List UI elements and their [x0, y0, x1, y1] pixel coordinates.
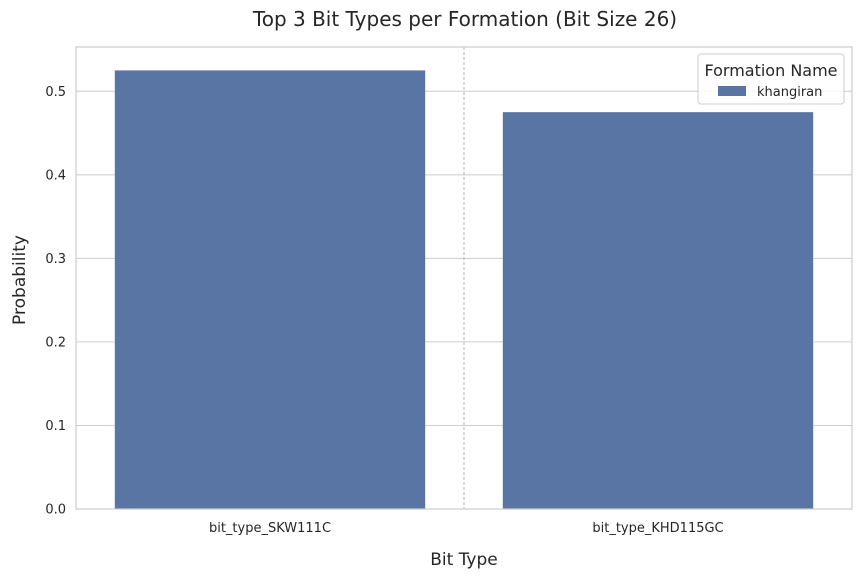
y-tick-label: 0.2	[45, 335, 66, 350]
y-tick-label: 0.5	[45, 85, 66, 100]
bars	[114, 70, 814, 510]
y-axis-label: Probability	[10, 235, 30, 325]
x-axis-label: Bit Type	[430, 550, 498, 570]
legend-item-label: khangiran	[757, 85, 822, 100]
legend: Formation Name khangiran	[697, 53, 845, 105]
legend-title: Formation Name	[704, 61, 837, 80]
bar	[114, 70, 426, 510]
plot-frame	[75, 46, 853, 510]
y-tick-label: 0.4	[45, 168, 66, 183]
y-tick-label: 0.0	[45, 503, 66, 518]
bar	[502, 112, 814, 510]
y-tick-label: 0.1	[45, 419, 66, 434]
y-axis-ticks: 0.0 0.1 0.2 0.3 0.4 0.5	[45, 85, 66, 518]
legend-swatch	[718, 86, 746, 96]
chart-title: Top 3 Bit Types per Formation (Bit Size …	[252, 7, 677, 31]
x-tick-label: bit_type_SKW111C	[209, 521, 331, 536]
x-tick-label: bit_type_KHD115GC	[592, 521, 723, 536]
x-axis-ticks: bit_type_SKW111C bit_type_KHD115GC	[209, 521, 724, 536]
y-tick-label: 0.3	[45, 252, 66, 267]
